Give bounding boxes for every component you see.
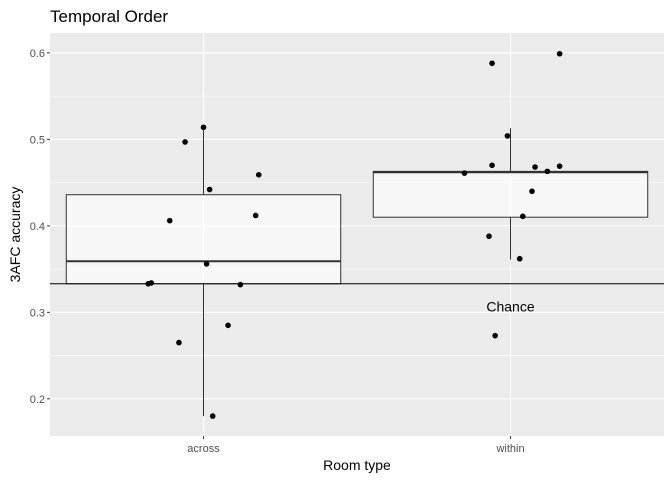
- y-axis: 0.2 0.3 0.4 0.5 0.6: [30, 48, 50, 406]
- data-point: [516, 255, 523, 262]
- data-point: [556, 50, 563, 57]
- data-point: [529, 188, 535, 195]
- data-point: [166, 217, 173, 224]
- data-point: [252, 212, 259, 219]
- point-group: [145, 50, 563, 419]
- box-across: [65, 127, 342, 417]
- chance-label: Chance: [486, 298, 534, 314]
- data-point: [200, 124, 207, 131]
- data-point: [225, 322, 231, 329]
- x-tick-label: within: [495, 443, 524, 455]
- data-point: [486, 233, 492, 240]
- x-axis: across within: [187, 436, 525, 455]
- plot-title: Temporal Order: [50, 7, 168, 26]
- y-tick-label: 0.4: [30, 221, 45, 233]
- box-group: [65, 127, 649, 417]
- reference-line-group: Chance: [50, 283, 664, 314]
- x-tick-label: across: [187, 443, 220, 455]
- data-point: [237, 281, 244, 288]
- data-point: [461, 170, 468, 176]
- data-point: [255, 172, 262, 178]
- data-point: [492, 332, 498, 339]
- iqr-box: [372, 170, 649, 218]
- x-axis-title: Room type: [323, 457, 391, 473]
- data-point: [504, 133, 511, 139]
- y-axis-title: 3AFC accuracy: [7, 187, 23, 283]
- data-point: [209, 413, 216, 419]
- data-point: [544, 168, 551, 175]
- box-within: [372, 128, 649, 260]
- y-tick-label: 0.5: [30, 134, 45, 146]
- y-tick-label: 0.3: [30, 307, 45, 319]
- data-point: [182, 139, 188, 145]
- iqr-box: [65, 194, 342, 285]
- data-point: [206, 186, 213, 193]
- data-point: [519, 213, 526, 220]
- data-point: [176, 339, 182, 346]
- data-point: [489, 162, 495, 169]
- y-tick-label: 0.2: [30, 394, 45, 406]
- data-point: [489, 60, 495, 67]
- y-tick-label: 0.6: [30, 48, 45, 60]
- data-point: [556, 163, 563, 169]
- data-point: [203, 261, 210, 267]
- data-point: [532, 164, 538, 170]
- data-point: [148, 280, 155, 286]
